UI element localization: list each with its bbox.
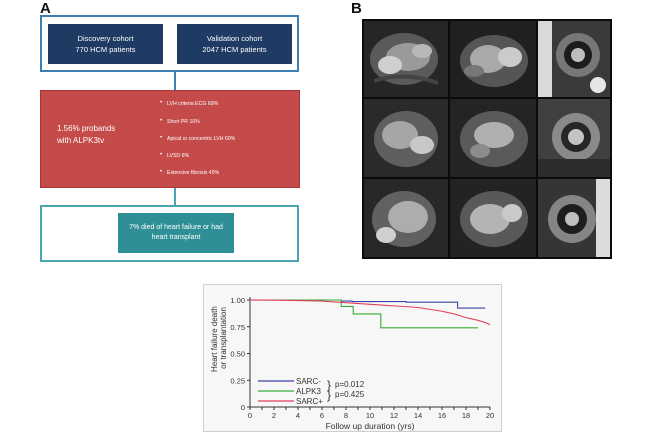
x-tick-label: 14 bbox=[414, 411, 422, 420]
mri-image-grid bbox=[362, 19, 612, 259]
probands-label: 1.56% probands with ALPK3tv bbox=[57, 123, 157, 147]
mri-long-axis-image bbox=[450, 99, 536, 177]
discovery-cohort-box: Discovery cohort 770 HCM patients bbox=[48, 24, 163, 64]
x-tick-label: 20 bbox=[486, 411, 494, 420]
y-tick-label: 0.25 bbox=[230, 376, 245, 385]
legend-brace: } bbox=[327, 388, 331, 402]
km-chart: 0 0.25 0.50 0.75 1.00 0 2 4 6 8 10 12 14 16 18 20 Heart… bbox=[210, 296, 494, 431]
x-axis-label: Follow up duration (yrs) bbox=[326, 421, 415, 431]
discovery-cohort-count: 770 HCM patients bbox=[75, 45, 136, 54]
probands-percent: 1.56% probands bbox=[57, 124, 116, 133]
mri-short-axis-image bbox=[538, 179, 610, 257]
legend-label-alpk3: ALPK3 bbox=[296, 387, 321, 396]
x-tick-label: 6 bbox=[320, 411, 324, 420]
panel-label-a: A bbox=[40, 0, 51, 17]
mri-long-axis-image bbox=[364, 99, 448, 177]
mri-long-axis-image bbox=[364, 21, 448, 97]
y-axis-label-line1: Heart failure death bbox=[210, 306, 219, 372]
x-tick-label: 10 bbox=[366, 411, 374, 420]
connector-bottom bbox=[174, 188, 176, 205]
y-tick-label: 0.50 bbox=[230, 350, 245, 359]
mri-long-axis-image bbox=[450, 21, 536, 97]
legend-label-sarc-plus: SARC+ bbox=[296, 397, 323, 406]
panel-label-b: B bbox=[351, 0, 362, 17]
finding-item: Short PR 10% bbox=[160, 118, 200, 125]
p-value-2: p=0.425 bbox=[335, 390, 365, 399]
y-axis-label-line2: or transplantation bbox=[219, 307, 228, 369]
mri-short-axis-image bbox=[538, 99, 610, 177]
probands-variant: with ALPK3tv bbox=[57, 136, 105, 145]
km-chart-frame: 0 0.25 0.50 0.75 1.00 0 2 4 6 8 10 12 14 16 18 20 Heart… bbox=[203, 284, 502, 432]
outcome-box: 7% died of heart failure or had heart tr… bbox=[118, 213, 234, 253]
y-tick-label: 0 bbox=[241, 403, 245, 412]
y-tick-label: 1.00 bbox=[230, 296, 245, 305]
p-value-1: p=0.012 bbox=[335, 380, 365, 389]
discovery-cohort-title: Discovery cohort bbox=[77, 34, 134, 43]
x-tick-label: 18 bbox=[462, 411, 470, 420]
mri-long-axis-image bbox=[450, 179, 536, 257]
y-tick-label: 0.75 bbox=[230, 323, 245, 332]
series-line-alpk3 bbox=[250, 299, 478, 329]
probands-box: 1.56% probands with ALPK3tv LVH criteria… bbox=[40, 90, 300, 188]
mri-long-axis-image bbox=[364, 179, 448, 257]
legend-label-sarc-minus: SARC- bbox=[296, 377, 321, 386]
validation-cohort-box: Validation cohort 2047 HCM patients bbox=[177, 24, 292, 64]
y-axis-label: Heart failure death or transplantation bbox=[210, 304, 228, 372]
x-tick-label: 12 bbox=[390, 411, 398, 420]
finding-item: LVH criteria ECG 69% bbox=[160, 100, 218, 107]
legend-brace: } bbox=[327, 378, 331, 392]
finding-item: LVSD 6% bbox=[160, 152, 189, 159]
x-tick-label: 16 bbox=[438, 411, 446, 420]
series-line-sarcplus bbox=[249, 299, 491, 326]
validation-cohort-count: 2047 HCM patients bbox=[202, 45, 267, 54]
connector-top bbox=[174, 72, 176, 90]
mri-short-axis-image bbox=[538, 21, 610, 97]
finding-item: Extensive fibrosis 49% bbox=[160, 169, 219, 176]
x-tick-label: 8 bbox=[344, 411, 348, 420]
x-tick-label: 2 bbox=[272, 411, 276, 420]
x-tick-label: 0 bbox=[248, 411, 252, 420]
finding-item: Apical or concentric LVH 60% bbox=[160, 135, 235, 142]
x-tick-label: 4 bbox=[296, 411, 300, 420]
validation-cohort-title: Validation cohort bbox=[206, 34, 263, 43]
